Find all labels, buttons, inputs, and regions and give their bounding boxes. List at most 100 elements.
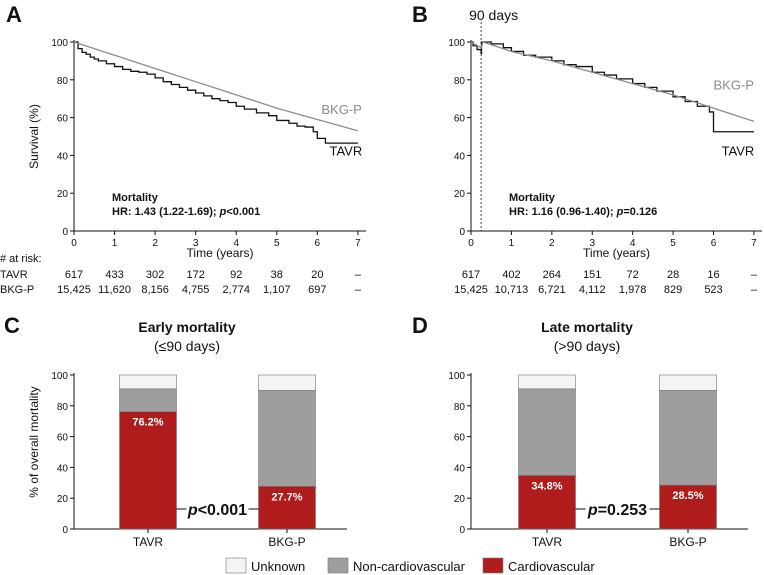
category-label: TAVR xyxy=(133,535,164,549)
line-label-tavr: TAVR xyxy=(722,143,755,158)
at-risk-count: 92 xyxy=(230,269,242,281)
hazard-ratio-text: HR: 1.43 (1.22-1.69); p<0.001 xyxy=(112,206,260,218)
y-tick-label: 80 xyxy=(57,402,69,413)
at-risk-count: 829 xyxy=(664,284,682,296)
at-risk-count: 16 xyxy=(707,269,719,281)
hazard-ratio-value: HR: 1.43 (1.22-1.69); xyxy=(112,206,220,218)
at-risk-heading: # at risk: xyxy=(0,253,42,265)
bar-value-label: 34.8% xyxy=(531,480,562,492)
bar-segment-cardiovascular xyxy=(119,411,177,530)
y-tick-label: 40 xyxy=(454,463,466,474)
p-value: =0.253 xyxy=(598,502,647,519)
at-risk-count: 20 xyxy=(311,269,323,281)
y-tick-label: 60 xyxy=(454,433,466,444)
y-tick-label: 100 xyxy=(448,38,465,49)
hazard-ratio-text: HR: 1.16 (0.96-1.40); p=0.126 xyxy=(509,206,657,218)
line-label-tavr: TAVR xyxy=(330,143,363,158)
survival-curve-bkgp xyxy=(470,41,755,122)
p-value-annotation: p=0.253 xyxy=(587,502,647,519)
y-axis-label: Survival (%) xyxy=(27,104,41,169)
legend-swatch-unknown xyxy=(225,557,247,574)
p-symbol: p xyxy=(587,502,598,519)
bar-segment-noncardiovascular xyxy=(119,388,177,412)
at-risk-count: 38 xyxy=(271,269,283,281)
x-axis-label: Time (years) xyxy=(187,246,254,260)
x-axis-label: Time (years) xyxy=(583,246,650,260)
at-risk-count: 15,425 xyxy=(57,284,91,296)
survival-curve-bkgp xyxy=(73,41,359,132)
y-tick-label: 20 xyxy=(454,189,466,200)
at-risk-count: 617 xyxy=(462,269,480,281)
panel-letter-c: C xyxy=(4,313,20,338)
bar-segment-cardiovascular xyxy=(518,475,576,530)
bar-value-label: 27.7% xyxy=(271,491,302,503)
panel-letter-a: A xyxy=(6,2,22,27)
x-tick-label: 1 xyxy=(509,238,515,249)
at-risk-count: 4,755 xyxy=(182,284,210,296)
at-risk-row-label: BKG-P xyxy=(0,284,34,296)
legend-swatch-cardiovascular xyxy=(482,557,504,574)
at-risk-count: 302 xyxy=(146,269,164,281)
at-risk-count: 617 xyxy=(65,269,83,281)
at-risk-count: – xyxy=(751,269,758,281)
x-tick-label: 5 xyxy=(670,238,676,249)
x-tick-label: 3 xyxy=(589,238,595,249)
at-risk-count: – xyxy=(355,269,362,281)
x-tick-label: 1 xyxy=(112,238,118,249)
p-symbol: p xyxy=(219,206,227,218)
at-risk-count: 523 xyxy=(704,284,722,296)
at-risk-count: 28 xyxy=(667,269,679,281)
bar-chart-subtitle: (≤90 days) xyxy=(154,338,220,354)
x-tick-label: 7 xyxy=(355,238,361,249)
bar-chart-title: Late mortality xyxy=(541,319,633,335)
y-tick-label: 60 xyxy=(454,114,466,125)
at-risk-count: 697 xyxy=(308,284,326,296)
at-risk-count: – xyxy=(751,284,758,296)
x-tick-label: 2 xyxy=(549,238,555,249)
bar-chart-subtitle: (>90 days) xyxy=(554,338,621,354)
mortality-annotation-title: Mortality xyxy=(509,192,556,204)
y-tick-label: 0 xyxy=(62,525,68,536)
at-risk-count: 15,425 xyxy=(454,284,488,296)
x-tick-label: 4 xyxy=(630,238,636,249)
p-symbol: p xyxy=(616,206,624,218)
at-risk-count: 2,774 xyxy=(222,284,250,296)
at-risk-count: 8,156 xyxy=(141,284,169,296)
mortality-annotation-title: Mortality xyxy=(112,192,159,204)
p-value: =0.126 xyxy=(623,206,657,218)
x-tick-label: 5 xyxy=(274,238,280,249)
bar-segment-unknown xyxy=(518,374,576,390)
bar-value-label: 28.5% xyxy=(672,490,703,502)
x-tick-label: 6 xyxy=(711,238,717,249)
x-tick-label: 6 xyxy=(315,238,321,249)
at-risk-count: 1,978 xyxy=(619,284,647,296)
y-tick-label: 60 xyxy=(57,433,69,444)
y-tick-label: 100 xyxy=(51,38,68,49)
x-tick-label: 0 xyxy=(71,238,77,249)
hazard-ratio-value: HR: 1.16 (0.96-1.40); xyxy=(509,206,617,218)
y-tick-label: 20 xyxy=(57,189,69,200)
legend-label: Cardiovascular xyxy=(508,559,595,574)
y-tick-label: 40 xyxy=(57,151,69,162)
at-risk-count: 172 xyxy=(186,269,204,281)
legend-label: Unknown xyxy=(251,559,305,574)
y-tick-label: 40 xyxy=(454,151,466,162)
bar-segment-noncardiovascular xyxy=(518,388,576,476)
at-risk-count: 72 xyxy=(627,269,639,281)
x-tick-label: 0 xyxy=(468,238,474,249)
at-risk-count: 402 xyxy=(502,269,520,281)
ninety-day-label: 90 days xyxy=(469,7,518,23)
x-tick-label: 3 xyxy=(193,238,199,249)
category-label: TAVR xyxy=(532,535,563,549)
bar-segment-unknown xyxy=(659,374,717,391)
y-tick-label: 0 xyxy=(459,227,465,238)
bar-segment-noncardiovascular xyxy=(659,390,717,486)
category-label: BKG-P xyxy=(268,535,305,549)
at-risk-count: 1,107 xyxy=(263,284,291,296)
bar-segment-unknown xyxy=(258,374,316,391)
y-tick-label: 100 xyxy=(51,371,68,382)
p-value: <0.001 xyxy=(226,206,260,218)
p-symbol: p xyxy=(187,502,198,519)
y-tick-label: 80 xyxy=(454,76,466,87)
